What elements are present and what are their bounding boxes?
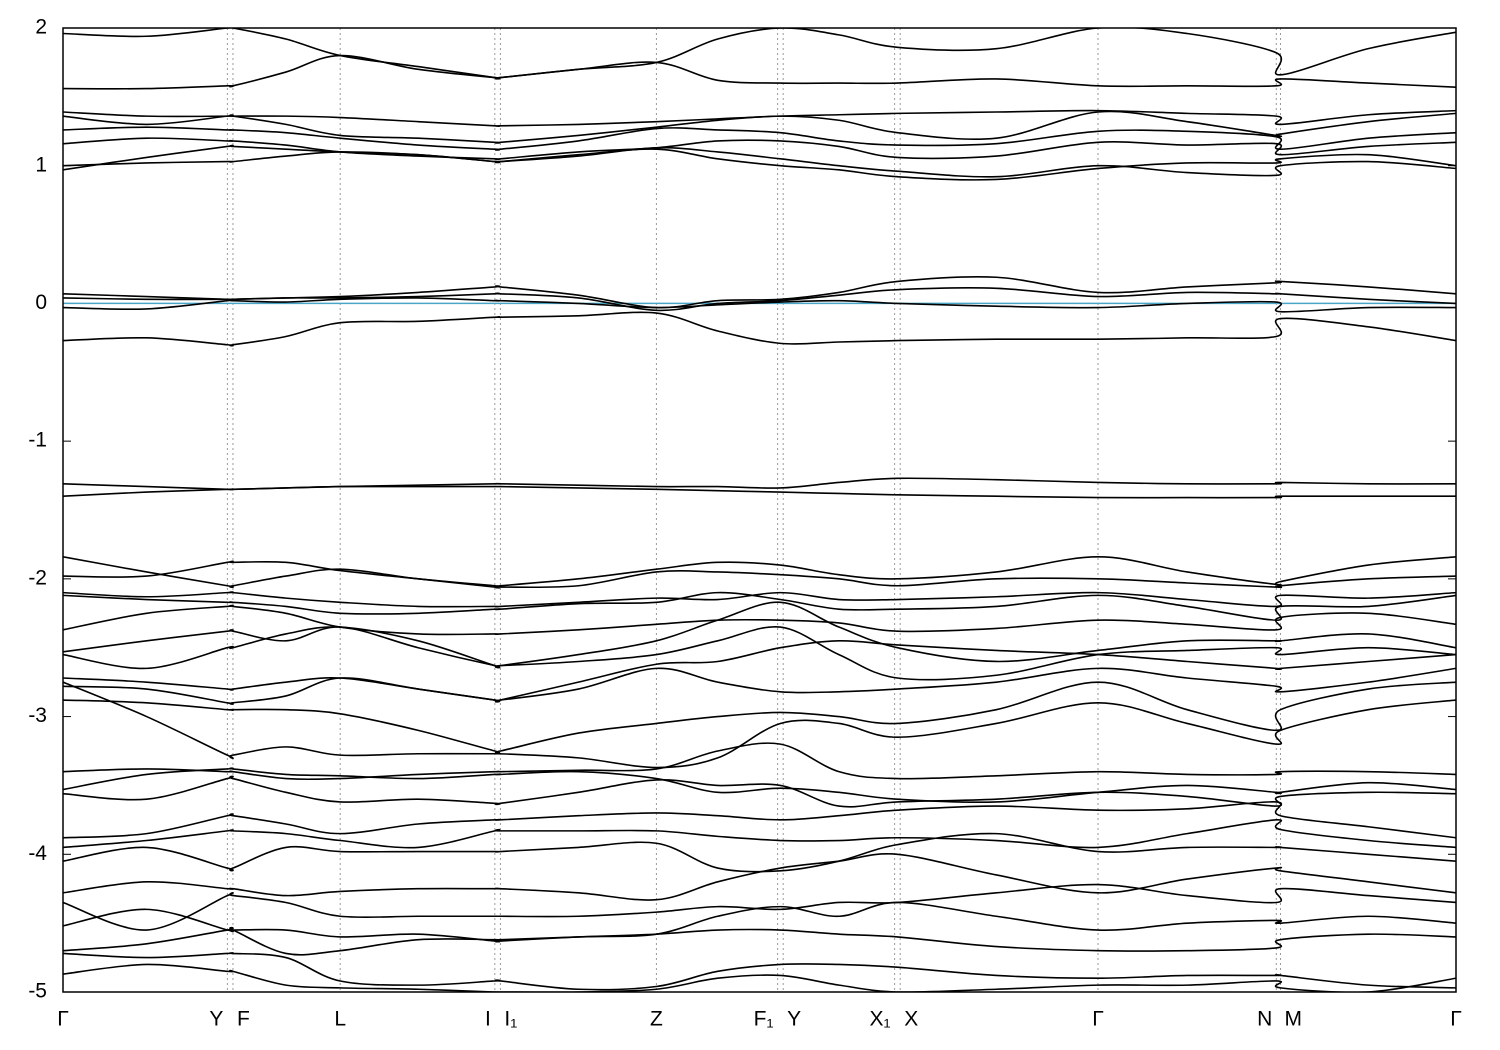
band-line: [63, 819, 1456, 849]
band-line: [63, 601, 1456, 669]
band-line: [63, 287, 1456, 312]
band-line: [63, 883, 1456, 931]
x-tick-label: M: [1284, 1008, 1302, 1031]
x-tick-label: F₁: [754, 1008, 774, 1031]
x-tick-label: F: [237, 1008, 250, 1031]
band-line: [63, 604, 1456, 636]
band-line: [63, 640, 1456, 703]
band-line: [63, 297, 1456, 313]
x-tick-label: Γ: [57, 1008, 69, 1031]
x-tick-label: I₁: [504, 1008, 517, 1031]
band-line: [63, 801, 1456, 839]
x-tick-label: L: [334, 1008, 346, 1031]
band-line: [63, 681, 1456, 769]
x-tick-label: Y: [209, 1008, 223, 1031]
x-tick-label: Y: [787, 1008, 801, 1031]
band-line: [63, 109, 1456, 127]
y-tick-label: -3: [28, 704, 47, 727]
band-line: [63, 775, 1456, 808]
band-line: [63, 742, 1456, 781]
y-tick-label: 0: [35, 291, 47, 314]
band-line: [63, 767, 1456, 804]
band-line: [63, 667, 1456, 705]
x-tick-label: N: [1257, 1008, 1272, 1031]
band-line: [63, 126, 1456, 151]
band-line: [63, 901, 1456, 943]
band-line: [63, 832, 1456, 873]
band-line: [63, 110, 1456, 144]
band-line: [63, 853, 1456, 901]
band-line: [63, 137, 1456, 161]
band-line: [63, 952, 1456, 991]
y-tick-label: -5: [28, 980, 47, 1003]
y-tick-label: 2: [35, 16, 47, 39]
plot-frame: [62, 27, 1457, 993]
band-line: [63, 591, 1456, 621]
band-line: [63, 625, 1456, 681]
y-tick-label: -2: [28, 566, 47, 589]
band-line: [63, 556, 1456, 589]
x-tick-label: X₁: [870, 1008, 891, 1031]
band-line: [63, 54, 1456, 90]
band-line: [63, 485, 1456, 499]
x-tick-label: Γ: [1450, 1008, 1462, 1031]
band-line: [63, 146, 1456, 178]
band-line: [63, 681, 1456, 755]
band-line: [63, 28, 1456, 80]
y-tick-label: 1: [35, 153, 47, 176]
band-line: [63, 311, 1456, 347]
band-line: [63, 560, 1456, 589]
bands: [63, 28, 1456, 992]
x-tick-label: Z: [650, 1008, 663, 1031]
band-line: [63, 591, 1456, 608]
y-tick-label: -1: [28, 429, 47, 452]
x-tick-label: I: [485, 1008, 491, 1031]
x-tick-label: Γ: [1092, 1008, 1104, 1031]
band-line: [63, 963, 1456, 992]
x-tick-label: X: [904, 1008, 918, 1031]
y-tick-label: -4: [28, 842, 47, 865]
band-line: [63, 926, 1456, 956]
band-line: [63, 144, 1456, 181]
